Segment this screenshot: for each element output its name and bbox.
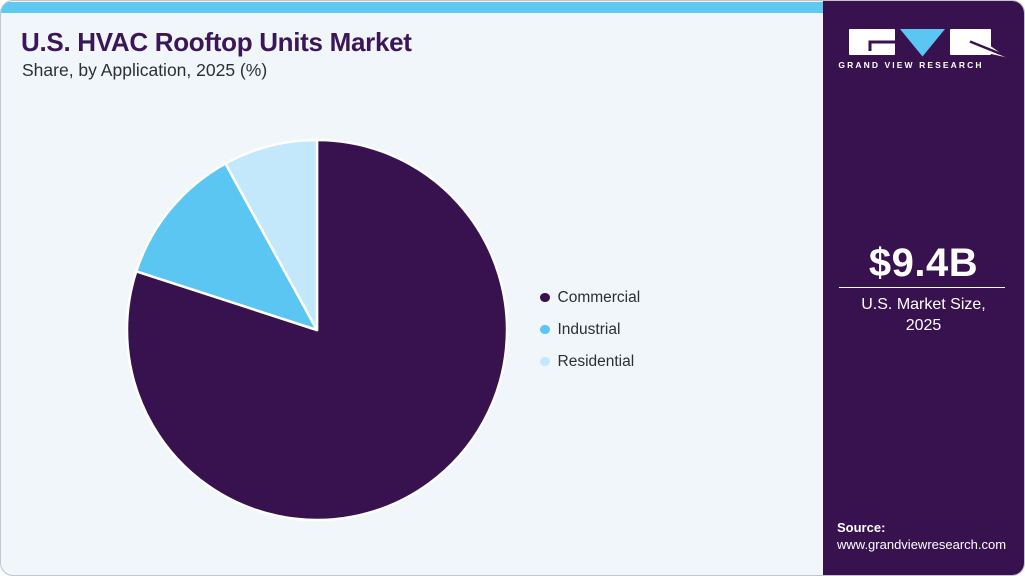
market-size-value: $9.4B — [868, 241, 979, 285]
legend-swatch-residential — [540, 356, 550, 367]
gvr-logo-icon — [849, 29, 1008, 58]
source-label: Source: — [837, 520, 886, 535]
market-size-label: U.S. Market Size, 2025 — [823, 294, 1024, 336]
pie-chart — [125, 138, 509, 522]
source-block: Source: www.grandviewresearch.com — [837, 519, 1006, 554]
pie-slice-industrial — [135, 162, 319, 332]
legend-item-residential: Residential — [540, 351, 640, 372]
market-size-label-line2: 2025 — [905, 317, 942, 334]
page-title: U.S. HVAC Rooftop Units Market — [21, 27, 412, 57]
brand-sidebar: GRAND VIEW RESEARCH $9.4B U.S. Market Si… — [823, 1, 1024, 575]
legend-swatch-commercial — [540, 292, 550, 303]
market-size-divider — [839, 287, 1005, 288]
legend-item-commercial: Commercial — [540, 287, 640, 308]
legend-swatch-industrial — [540, 324, 550, 335]
chart-legend: Commercial Industrial Residential — [540, 287, 640, 372]
legend-item-industrial: Industrial — [540, 319, 640, 340]
page-subtitle: Share, by Application, 2025 (%) — [22, 60, 268, 80]
brand-name: GRAND VIEW RESEARCH — [838, 60, 984, 70]
market-size-label-line1: U.S. Market Size, — [861, 296, 986, 313]
legend-label: Commercial — [557, 288, 641, 306]
source-url-link[interactable]: www.grandviewresearch.com — [837, 537, 1007, 552]
legend-label: Industrial — [557, 320, 621, 338]
pie-slice-residential — [224, 138, 319, 332]
accent-strip — [1, 2, 825, 13]
legend-label: Residential — [557, 352, 635, 370]
pie-slice-commercial — [125, 138, 509, 522]
